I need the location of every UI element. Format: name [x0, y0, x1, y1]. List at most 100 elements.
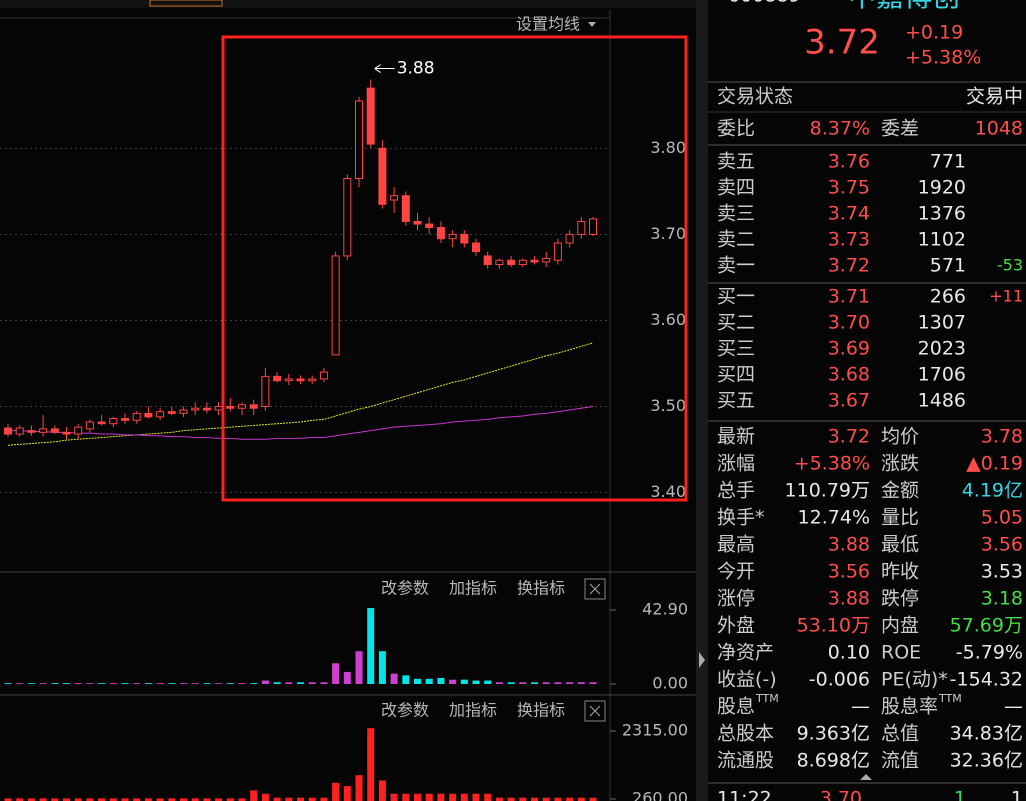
candle-body: [507, 259, 516, 266]
candle-body: [542, 258, 551, 263]
candle-body: [27, 430, 36, 433]
book-price: 3.67: [828, 390, 870, 412]
stat-value: —: [851, 696, 870, 718]
y-tick-label: 0.00: [652, 674, 688, 693]
candle-body: [343, 177, 352, 257]
trade-volume: 1: [954, 788, 966, 801]
book-volume: 1102: [918, 229, 966, 251]
candle-body: [495, 259, 504, 266]
indicator-bar: [109, 798, 117, 801]
moving-average: [7, 342, 594, 446]
price-change: +0.19: [905, 22, 963, 44]
indicator-bar: [542, 797, 550, 801]
candle-body: [553, 242, 562, 261]
indicator-bar: [86, 683, 94, 684]
book-label: 买二: [717, 312, 755, 334]
book-volume: 571: [930, 255, 966, 277]
active-tab[interactable]: [149, 0, 223, 7]
candle-body: [97, 421, 106, 425]
indicator-bar: [566, 797, 574, 801]
stock-code: 600889: [728, 0, 801, 7]
indicator-bar: [589, 682, 597, 684]
panel-tool[interactable]: 改参数: [381, 579, 429, 598]
status-label: 交易状态: [717, 86, 793, 108]
indicator-bar: [144, 798, 152, 801]
stat-label: 净资产: [717, 642, 774, 664]
candle-body: [238, 404, 246, 409]
diff: 1048: [975, 118, 1023, 140]
indicator-bar: [98, 683, 106, 684]
panel-tool[interactable]: 加指标: [449, 701, 497, 720]
indicator-bar: [203, 798, 211, 801]
stat-value: 0.10: [828, 642, 870, 664]
expand-arrow[interactable]: [860, 774, 872, 780]
indicator-bar: [63, 683, 70, 684]
candle-body: [62, 431, 71, 435]
candle-body: [214, 406, 223, 411]
panel-close[interactable]: [584, 700, 606, 722]
ratio: 8.37%: [810, 118, 870, 140]
indicator-bar: [285, 682, 293, 684]
dropdown-arrow[interactable]: [588, 22, 596, 27]
indicator-bar: [215, 798, 223, 801]
stat-label: 最高: [717, 534, 755, 556]
indicator-bar: [203, 683, 211, 684]
stat-value: -154.32: [950, 669, 1023, 691]
stat-value: 9.363亿: [797, 723, 870, 745]
candle-body: [284, 378, 293, 382]
indicator-bar: [449, 793, 457, 801]
panel-tool[interactable]: 换指标: [517, 701, 565, 720]
stat-label: 股息: [717, 696, 755, 718]
indicator-bar: [554, 797, 562, 801]
indicator-bar: [180, 798, 187, 801]
annotation-arrow: [374, 64, 395, 73]
candle-body: [530, 259, 539, 263]
book-price: 3.72: [828, 255, 870, 277]
indicator-bar: [425, 793, 433, 801]
candle-body: [483, 255, 492, 266]
stat-label: 昨收: [881, 561, 919, 583]
panel-tool[interactable]: 换指标: [517, 579, 565, 598]
book-label: 卖二: [717, 229, 755, 251]
panel-tool[interactable]: 加指标: [449, 579, 497, 598]
indicator-bar: [343, 786, 351, 801]
indicator-bar: [589, 797, 597, 801]
book-price: 3.68: [828, 364, 870, 386]
panel-close[interactable]: [584, 578, 606, 600]
stat-value: -0.006: [809, 669, 870, 691]
splitter[interactable]: [696, 0, 708, 801]
indicator-bar: [297, 797, 304, 801]
ma-settings[interactable]: 设置均线: [516, 15, 580, 34]
indicator-bar: [460, 679, 468, 684]
indicator-bar: [484, 793, 492, 801]
candle-body: [50, 428, 59, 433]
candle-body: [355, 100, 363, 179]
splitter-arrow[interactable]: [699, 652, 705, 668]
book-label: 买五: [717, 390, 755, 412]
book-volume: 1376: [918, 203, 966, 225]
candle-body: [472, 242, 480, 253]
annotation: 3.88: [397, 59, 435, 79]
indicator-bar: [4, 798, 12, 801]
stat-label: 最低: [881, 534, 919, 556]
book-volume: 1706: [918, 364, 966, 386]
candle-body: [156, 411, 165, 418]
stat-label: 总手: [717, 480, 755, 502]
stat-value: 12.74%: [798, 507, 870, 529]
candle-body: [85, 421, 94, 430]
trade-time: 11:22: [717, 788, 772, 801]
candle-body: [413, 221, 422, 225]
panel-close-x: [589, 583, 601, 595]
stat-value: 3.56: [828, 561, 870, 583]
panel-tool[interactable]: 改参数: [381, 701, 429, 720]
stat-label: 收益(-): [717, 669, 777, 691]
indicator-bar: [226, 683, 234, 684]
book-label: 买四: [717, 364, 755, 386]
indicator-bar: [542, 682, 550, 684]
candle-body: [179, 409, 188, 414]
y-tick-label: 2315.00: [622, 720, 688, 739]
indicator-bar: [261, 680, 269, 684]
indicator-bar: [273, 682, 281, 684]
book-price: 3.73: [828, 229, 870, 251]
indicator-bar: [27, 683, 35, 684]
